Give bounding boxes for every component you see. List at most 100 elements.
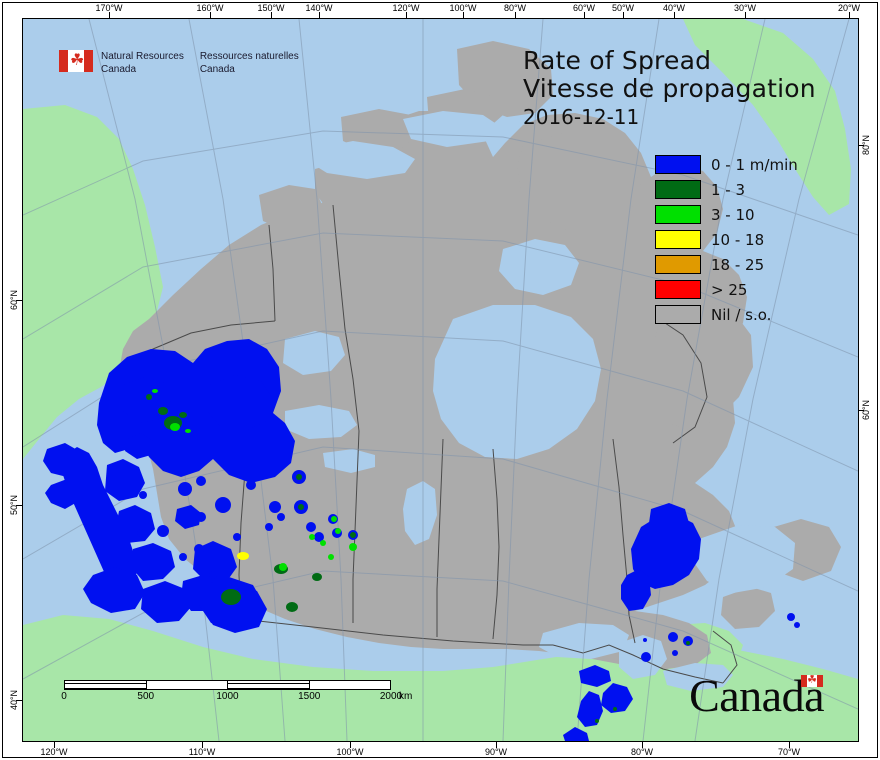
ros-spot-5 [125,561,137,573]
axis-tick-top-5: 100°W [449,3,477,13]
canada-wordmark: Canada ☘ [689,673,824,719]
legend-row-4: 18 - 25 [655,252,798,277]
ros-sask-dg-1 [296,474,302,480]
ros-patch-dg-4 [146,394,152,400]
axis-tick-top-10: 30°W [733,3,757,13]
border-nwt-nunavut [332,204,360,432]
ros-spot-12 [233,533,241,541]
axis-tickmark-bot-0 [54,742,55,748]
ros-spot-8 [246,480,256,490]
ros-spot-2 [178,482,192,496]
foxe-basin-shape [499,239,579,295]
ros-maritimes-2 [794,622,800,628]
axis-tickmark-top-1 [210,12,211,18]
axis-tickmark-top-2 [271,12,272,18]
ros-spot-6 [196,512,206,522]
ros-polygon-southern-ontario-1 [577,691,603,727]
legend-row-2: 3 - 10 [655,202,798,227]
axis-tick-top-1: 160°W [196,3,224,13]
graticule-meridian-7 [642,19,766,741]
legend-label-4: 18 - 25 [711,255,765,274]
legend-row-5: > 25 [655,277,798,302]
inland-water-layer [283,111,795,691]
axis-tick-top-6: 80°W [503,3,527,13]
scale-bar-track [64,680,391,690]
ros-sask-dg-5 [312,573,322,581]
map-inner: ☘ Natural Resources Canada Ressources na… [23,19,858,741]
ros-polygon-bc-south-1 [83,567,145,613]
ros-patch-g-1 [170,423,180,431]
ros-spot-9 [194,544,204,554]
ros-class-3-10-alberta [152,389,191,433]
axis-tickmark-bot-1 [202,742,203,748]
ros-sask-blue-8 [277,513,285,521]
border-ne-usa [712,630,738,684]
ros-spot-7 [196,476,206,486]
map-title-fr: Vitesse de propagation [523,74,816,103]
wordmark-maple-leaf-icon: ☘ [807,674,817,686]
legend-swatch-5 [655,280,701,299]
axis-tick-bot-3: 90°W [484,747,508,757]
nrcan-fr-line2: Canada [199,64,235,75]
axis-tick-bot-4: 80°W [630,747,654,757]
wordmark-flag-left-bar [801,675,807,687]
ros-patch-dg-3 [179,412,187,418]
graticule-meridian-8 [694,19,850,741]
ros-sask-g-3 [335,528,341,534]
legend-label-6: Nil / s.o. [711,305,772,324]
map-title-block: Rate of Spread Vitesse de propagation 20… [523,47,816,130]
axis-tickmark-bot-3 [496,742,497,748]
arctic-island-melville [341,109,419,153]
map-canvas[interactable]: ☘ Natural Resources Canada Ressources na… [22,18,859,742]
ros-spot-11 [209,571,217,579]
ros-sask-dg-8 [286,602,298,612]
ros-polygon-southern-ontario-2 [601,683,633,713]
nrcan-text-columns: Natural Resources Canada Ressources natu… [101,50,315,76]
ros-polygon-alberta-lobe-ne [207,375,273,431]
flag-left-bar [59,50,68,72]
ros-saskatchewan-green [279,516,357,571]
axis-tick-bot-5: 70°W [777,747,801,757]
ros-polygon-quebec-tail [621,569,651,611]
legend: 0 - 1 m/min 1 - 3 3 - 10 10 - 18 18 - 25 > 25… [655,152,798,327]
axis-tickmark-left-1 [16,505,22,506]
ros-sask-blue-3 [306,522,316,532]
legend-label-3: 10 - 18 [711,230,765,249]
axis-tick-top-4: 120°W [392,3,420,13]
axis-tick-top-9: 40°W [662,3,686,13]
ros-patch-g-2 [152,389,158,393]
ros-class-0-1-quebec [621,503,701,611]
ros-ont-dg-1 [686,641,690,645]
scale-bar-labels: 0 500 1000 1500 2000 km [61,691,412,705]
ros-spot-16 [157,571,165,579]
ros-sask-g-1 [309,534,315,540]
ros-sask-g-7 [328,554,334,560]
legend-row-1: 1 - 3 [655,177,798,202]
canada-flag-icon: ☘ [59,50,93,72]
border-great-lakes [552,644,724,684]
nrcan-signature: ☘ Natural Resources Canada Ressources na… [59,50,315,76]
graticule-parallel-80 [23,130,858,236]
wordmark-flag-right-bar [817,675,823,687]
ros-class-1-3-ontario [595,641,690,723]
legend-row-6: Nil / s.o. [655,302,798,327]
ros-sask-g-6 [349,543,357,551]
ros-polygon-quebec-upper [649,503,689,533]
canada-flag-icon-wordmark: ☘ [801,674,823,687]
ros-sask-dg-3 [350,532,356,538]
ros-polygon-bc-interior-3 [131,543,175,581]
ros-polygon-bc-south-2 [141,581,191,623]
ros-class-0-1-prairie-spots [125,476,281,579]
rate-of-spread-data-layer [43,339,800,741]
lake-athabasca-shape [323,449,375,473]
ros-spot-14 [265,523,273,531]
lake-erie-ontario-shape [663,663,733,691]
arctic-island-baffin [517,133,641,231]
nrcan-en-line2: Canada [101,64,137,75]
greenland-shape [683,19,851,215]
axis-tick-bot-2: 100°W [336,747,364,757]
axis-tick-top-2: 150°W [257,3,285,13]
legend-swatch-2 [655,205,701,224]
ros-spot-3 [269,501,281,513]
